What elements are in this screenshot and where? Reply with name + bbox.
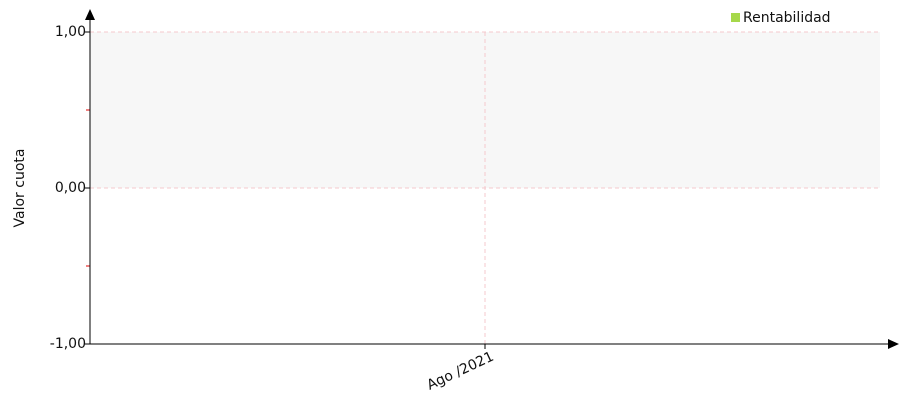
y-axis-arrow <box>85 9 95 20</box>
x-tick-label: Ago /2021 <box>425 349 497 394</box>
y-axis-label: Valor cuota <box>12 149 28 228</box>
y-tick-label: 0,00 <box>55 180 86 196</box>
legend-label: Rentabilidad <box>743 10 831 26</box>
legend-swatch <box>731 13 740 22</box>
y-tick-label: 1,00 <box>55 24 86 40</box>
x-axis-arrow <box>888 339 899 349</box>
y-tick-label: -1,00 <box>50 336 86 352</box>
